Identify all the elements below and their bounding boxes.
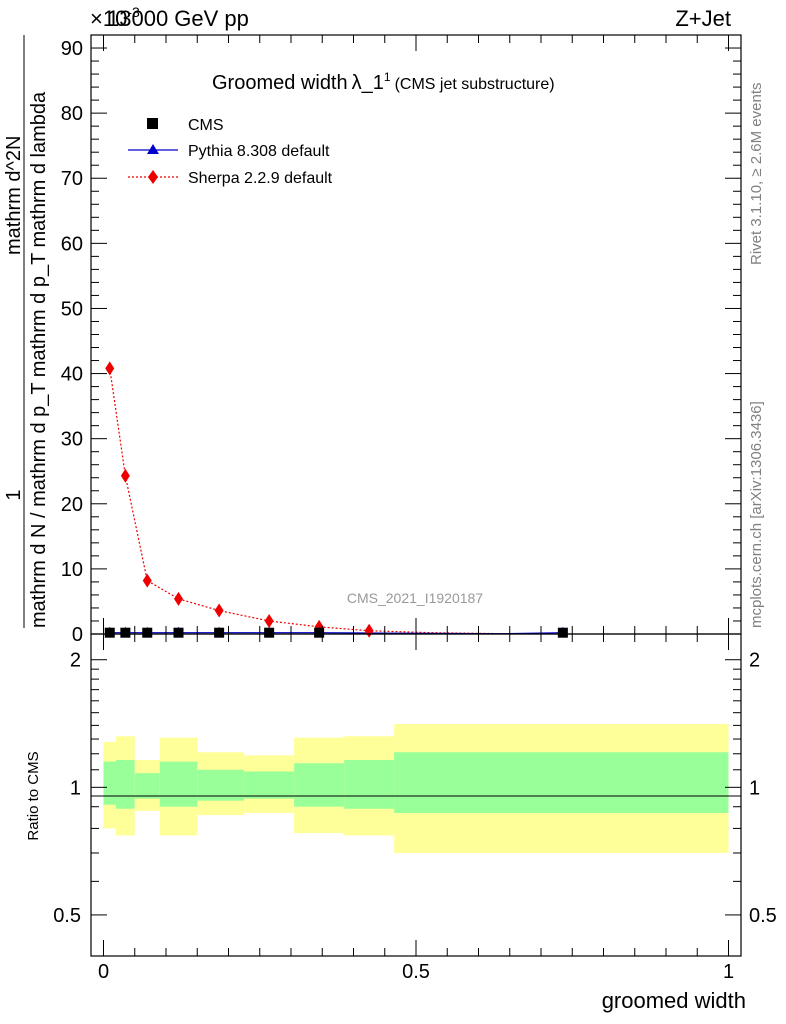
ratio-inner-band bbox=[294, 763, 345, 807]
energy-label: 13000 GeV pp bbox=[107, 6, 249, 31]
ratio-inner-band bbox=[116, 760, 135, 809]
main-y-tick-label: 70 bbox=[61, 168, 83, 190]
legend-pythia-label: Pythia 8.308 default bbox=[188, 143, 330, 160]
ratio-y-axis: 0.5 0.5 1 1 2 2 bbox=[53, 650, 777, 927]
cms-point bbox=[104, 627, 115, 638]
main-y-tick-label: 50 bbox=[61, 298, 83, 320]
main-y-tick-label: 0 bbox=[72, 624, 83, 646]
sherpa-point bbox=[120, 468, 130, 483]
sherpa-point bbox=[364, 623, 374, 638]
legend-cms-marker bbox=[147, 118, 158, 129]
cms-point bbox=[173, 627, 184, 638]
main-y-axis-label: 1 mathrm d N / mathrm d p_T mathrm d p_T… bbox=[3, 35, 50, 628]
legend-cms-label: CMS bbox=[188, 117, 224, 134]
main-panel: CMS_2021_I1920187 0 10 20 30 40 50 60 70 80 90 Gr… bbox=[3, 34, 742, 646]
ratio-inner-band bbox=[103, 761, 116, 805]
ratio-inner-band bbox=[344, 760, 395, 809]
main-y-tick-label: 20 bbox=[61, 494, 83, 516]
mcplots-label: mcplots.cern.ch [arXiv:1306.3436] bbox=[748, 401, 765, 628]
ratio-y-tick-label-right: 2 bbox=[749, 650, 760, 672]
main-x-ticks bbox=[103, 35, 729, 634]
legend-pythia-marker bbox=[147, 144, 159, 154]
cms-point bbox=[142, 627, 153, 638]
exponent-label: ×10-3 bbox=[90, 4, 140, 31]
sherpa-point bbox=[105, 361, 115, 376]
x-tick-label: 1 bbox=[723, 961, 734, 983]
sherpa-point bbox=[264, 613, 274, 628]
x-axis-label: groomed width bbox=[602, 988, 746, 1013]
y-label-numerator: 1 bbox=[3, 489, 25, 500]
chart-title: Groomed width λ_11 (CMS jet substructure) bbox=[212, 70, 555, 94]
ratio-x-axis: 0 0.5 1 bbox=[98, 634, 734, 983]
ratio-y-tick-label: 2 bbox=[70, 650, 81, 672]
ratio-inner-band bbox=[134, 773, 160, 799]
cms-point bbox=[120, 627, 131, 638]
main-y-tick-label: 90 bbox=[61, 38, 83, 60]
legend-sherpa-marker bbox=[148, 170, 158, 184]
x-tick-label: 0.5 bbox=[402, 961, 430, 983]
cms-point bbox=[314, 627, 325, 638]
ratio-inner-band bbox=[394, 752, 729, 813]
sherpa-point bbox=[174, 591, 183, 606]
sherpa-point bbox=[214, 603, 224, 618]
ratio-y-tick-label: 0.5 bbox=[53, 905, 81, 927]
main-y-tick-label: 30 bbox=[61, 429, 83, 451]
main-y-tick-label: 10 bbox=[61, 559, 83, 581]
ratio-y-tick-label-right: 0.5 bbox=[749, 905, 777, 927]
rivet-label: Rivet 3.1.10, ≥ 2.6M events bbox=[748, 83, 765, 266]
ratio-inner-band bbox=[159, 761, 198, 807]
legend-sherpa-label: Sherpa 2.2.9 default bbox=[188, 170, 333, 187]
process-label: Z+Jet bbox=[675, 6, 731, 31]
y-label-denominator: mathrm d N / mathrm d p_T mathrm d p_T m… bbox=[28, 91, 50, 628]
main-y-tick-label: 60 bbox=[61, 233, 83, 255]
analysis-watermark: CMS_2021_I1920187 bbox=[347, 590, 483, 606]
cms-point bbox=[557, 627, 568, 638]
ratio-panel: 0.5 0.51 12 2 0 0.5 1 Ratio to CMS groomed wi… bbox=[25, 633, 777, 1013]
main-y-tick-label: 40 bbox=[61, 364, 83, 386]
y-label-top: mathrm d^2N bbox=[3, 136, 25, 255]
sherpa-point bbox=[142, 573, 152, 588]
ratio-bands-layer bbox=[103, 724, 729, 853]
cms-point bbox=[214, 627, 225, 638]
ratio-y-tick-label: 1 bbox=[70, 777, 81, 799]
cms-point bbox=[264, 627, 275, 638]
main-y-axis: 0 10 20 30 40 50 60 70 80 90 bbox=[61, 34, 741, 646]
ratio-y-tick-label-right: 1 bbox=[749, 777, 760, 799]
main-data-layer bbox=[104, 361, 568, 638]
main-y-tick-label: 80 bbox=[61, 103, 83, 125]
ratio-y-label: Ratio to CMS bbox=[25, 751, 42, 840]
legend: CMS Pythia 8.308 default Sherpa 2.2.9 de… bbox=[128, 117, 333, 187]
ratio-inner-band bbox=[244, 771, 295, 799]
x-tick-label: 0 bbox=[98, 961, 109, 983]
